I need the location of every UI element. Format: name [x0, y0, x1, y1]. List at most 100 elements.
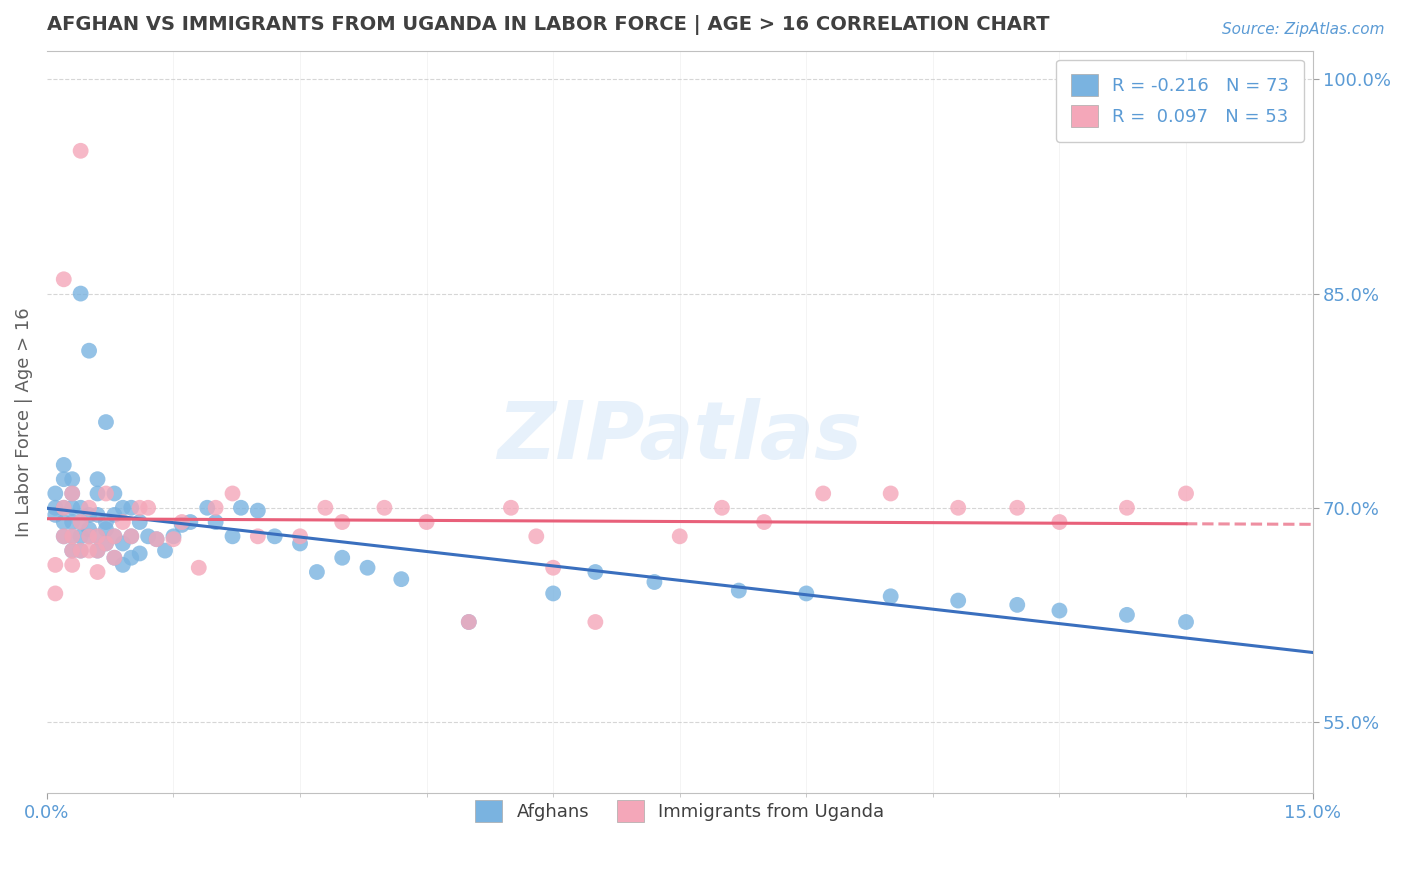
Point [120, 550, 142, 565]
Point [128, 515, 150, 529]
Point [86, 508, 108, 522]
Point [727, 583, 749, 598]
Point [86, 486, 108, 500]
Point [60, 500, 83, 515]
Point [44, 500, 66, 515]
Point [94, 522, 117, 536]
Point [103, 550, 125, 565]
Point [179, 515, 201, 529]
Point [246, 529, 269, 543]
Point [77, 529, 100, 543]
Point [314, 500, 336, 515]
Point [668, 529, 690, 543]
Point [86, 529, 108, 543]
Point [415, 515, 437, 529]
Point [60, 543, 83, 558]
Point [170, 515, 193, 529]
Point [373, 500, 395, 515]
Point [69, 543, 91, 558]
Point [330, 515, 353, 529]
Point [162, 532, 184, 546]
Point [60, 515, 83, 529]
Point [94, 536, 117, 550]
Point [583, 615, 606, 629]
Point [94, 536, 117, 550]
Point [60, 529, 83, 543]
Point [1175, 486, 1198, 500]
Point [52, 529, 75, 543]
Legend: Afghans, Immigrants from Uganda: Afghans, Immigrants from Uganda [461, 785, 898, 837]
Point [120, 529, 142, 543]
Point [389, 572, 412, 586]
Text: ZIPatlas: ZIPatlas [498, 398, 862, 476]
Point [86, 529, 108, 543]
Point [145, 532, 167, 546]
Point [86, 543, 108, 558]
Point [204, 515, 226, 529]
Text: Source: ZipAtlas.com: Source: ZipAtlas.com [1222, 22, 1385, 37]
Point [879, 589, 901, 603]
Point [103, 550, 125, 565]
Point [44, 486, 66, 500]
Point [145, 532, 167, 546]
Point [330, 550, 353, 565]
Point [1007, 598, 1029, 612]
Point [103, 486, 125, 500]
Point [499, 500, 522, 515]
Point [204, 500, 226, 515]
Point [246, 503, 269, 517]
Point [128, 500, 150, 515]
Point [77, 543, 100, 558]
Point [305, 565, 328, 579]
Point [44, 586, 66, 600]
Point [136, 500, 159, 515]
Point [94, 415, 117, 429]
Point [60, 486, 83, 500]
Point [229, 500, 252, 515]
Point [52, 515, 75, 529]
Point [111, 515, 134, 529]
Point [288, 536, 311, 550]
Point [69, 500, 91, 515]
Point [356, 560, 378, 574]
Point [86, 543, 108, 558]
Point [52, 500, 75, 515]
Point [120, 529, 142, 543]
Point [60, 486, 83, 500]
Point [1049, 604, 1071, 618]
Y-axis label: In Labor Force | Age > 16: In Labor Force | Age > 16 [15, 307, 32, 537]
Point [263, 529, 285, 543]
Point [1007, 500, 1029, 515]
Point [94, 515, 117, 529]
Point [60, 558, 83, 572]
Point [541, 586, 564, 600]
Point [86, 472, 108, 486]
Point [77, 522, 100, 536]
Point [103, 529, 125, 543]
Point [69, 543, 91, 558]
Point [60, 529, 83, 543]
Point [86, 565, 108, 579]
Point [794, 586, 817, 600]
Point [52, 272, 75, 286]
Point [946, 593, 969, 607]
Point [457, 615, 479, 629]
Point [103, 529, 125, 543]
Point [52, 529, 75, 543]
Point [136, 529, 159, 543]
Point [120, 500, 142, 515]
Point [524, 529, 547, 543]
Point [69, 286, 91, 301]
Point [111, 500, 134, 515]
Point [60, 543, 83, 558]
Point [69, 515, 91, 529]
Point [1175, 615, 1198, 629]
Point [1116, 500, 1139, 515]
Point [710, 500, 733, 515]
Point [583, 565, 606, 579]
Text: AFGHAN VS IMMIGRANTS FROM UGANDA IN LABOR FORCE | AGE > 16 CORRELATION CHART: AFGHAN VS IMMIGRANTS FROM UGANDA IN LABO… [46, 15, 1049, 35]
Point [221, 486, 243, 500]
Point [221, 529, 243, 543]
Point [879, 486, 901, 500]
Point [69, 529, 91, 543]
